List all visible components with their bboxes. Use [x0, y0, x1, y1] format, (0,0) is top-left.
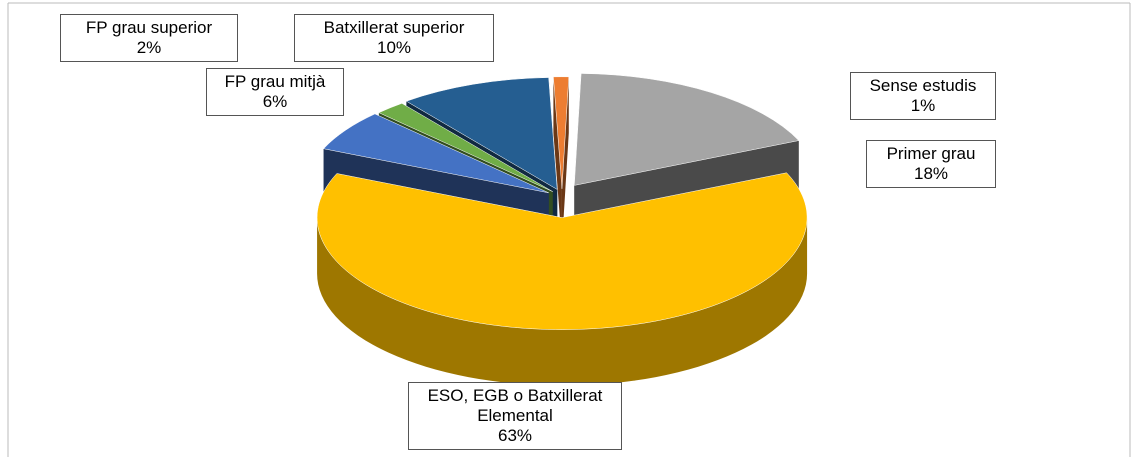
- label-name: ESO, EGB o Batxillerat Elemental: [427, 386, 603, 425]
- data-label: FP grau superior 2%: [60, 14, 238, 62]
- label-value: 18%: [913, 164, 949, 183]
- data-label: Sense estudis 1%: [850, 72, 996, 120]
- slice-edge: [561, 76, 569, 245]
- label-value: 10%: [376, 38, 412, 57]
- label-value: 1%: [910, 96, 936, 115]
- label-name: Sense estudis: [869, 76, 977, 95]
- data-label: ESO, EGB o Batxillerat Elemental 63%: [408, 382, 622, 450]
- data-label: Batxillerat superior 10%: [294, 14, 494, 62]
- slice-side: [317, 217, 808, 386]
- label-value: 2%: [136, 38, 162, 57]
- label-value: 63%: [497, 426, 533, 445]
- label-name: FP grau superior: [85, 18, 213, 37]
- label-name: FP grau mitjà: [224, 72, 326, 91]
- slice: [405, 77, 558, 190]
- slice-edge: [553, 76, 562, 245]
- slice: [574, 73, 800, 186]
- slice: [378, 103, 553, 192]
- slice-tops: [316, 73, 808, 330]
- slice: [323, 113, 549, 194]
- label-value: 6%: [262, 92, 288, 111]
- data-label: FP grau mitjà 6%: [206, 68, 344, 116]
- label-name: Primer grau: [886, 144, 976, 163]
- slice: [316, 172, 808, 330]
- data-label: Primer grau 18%: [866, 140, 996, 188]
- slice: [553, 76, 570, 189]
- label-name: Batxillerat superior: [323, 18, 465, 37]
